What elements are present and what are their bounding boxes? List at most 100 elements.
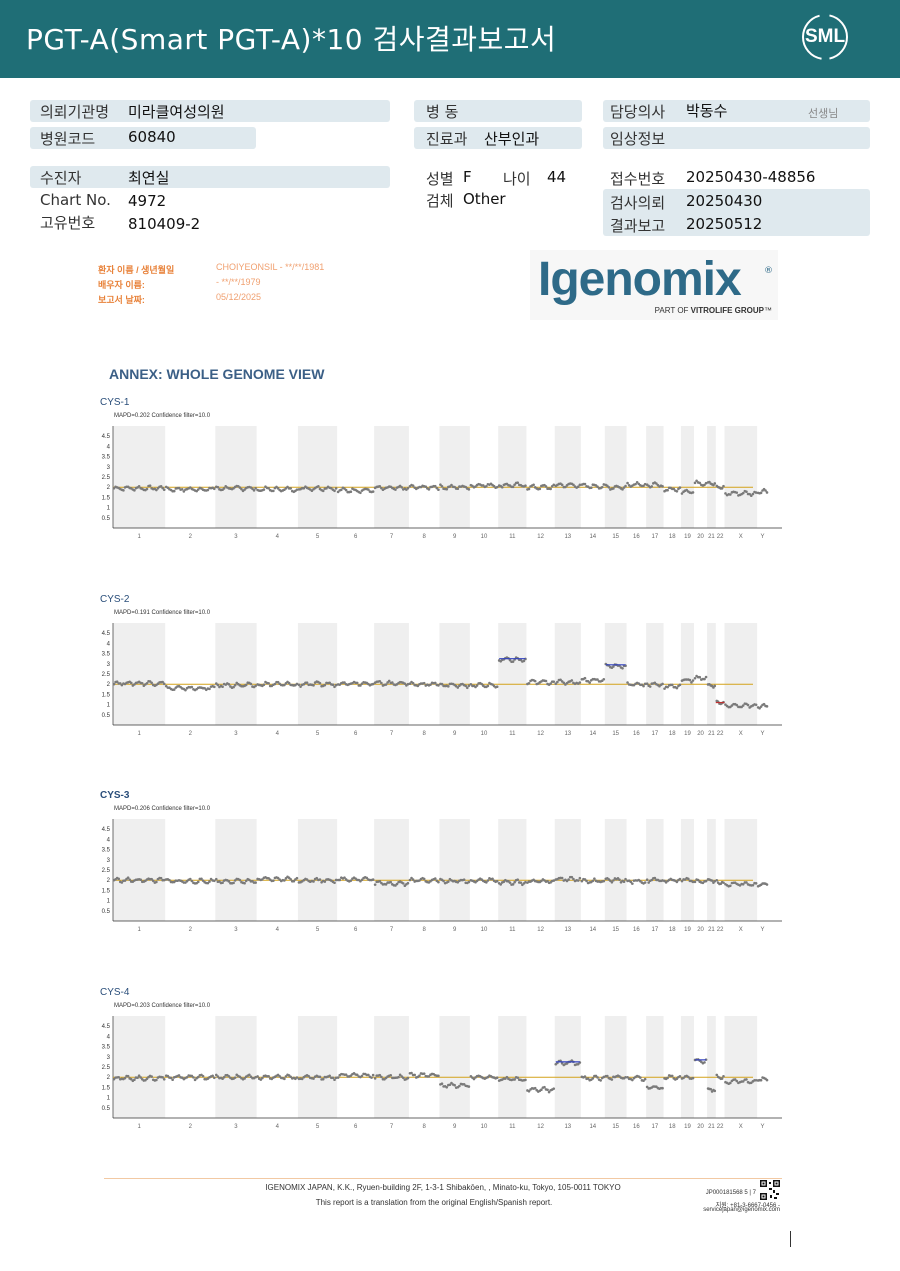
copy-number-point (389, 1073, 393, 1077)
copy-number-point (519, 881, 523, 884)
y-tick-label: 4 (107, 1034, 111, 1040)
copy-number-point (287, 681, 291, 685)
copy-number-point (691, 491, 695, 494)
chart-title-cys4: CYS-4 (100, 987, 130, 998)
copy-number-point (610, 881, 614, 884)
copy-number-point (408, 878, 412, 882)
copy-number-point (318, 1075, 322, 1079)
y-tick-label: 4.5 (102, 631, 111, 637)
copy-number-point (467, 880, 471, 884)
copy-number-point (552, 680, 556, 683)
copy-number-point (289, 1075, 292, 1079)
copy-number-point (751, 883, 755, 887)
copy-number-point (560, 483, 564, 487)
igenomix-logo: Igenomix ® PART OF VITROLIFE GROUP™ (530, 250, 778, 320)
copy-number-point (333, 1078, 336, 1082)
copy-number-point (516, 1076, 520, 1079)
copy-number-point (695, 479, 698, 483)
chromosome-label: 4 (276, 534, 280, 540)
lab-report-date-label: 보고서 날짜: (98, 295, 145, 305)
copy-number-point (754, 1078, 758, 1082)
chromosome-label: 17 (652, 1124, 659, 1130)
copy-number-point (618, 878, 621, 882)
chromosome-band (707, 1016, 716, 1118)
copy-number-point (367, 1073, 370, 1077)
chromosome-label: 9 (453, 534, 457, 540)
copy-number-point (559, 678, 562, 682)
copy-number-point (720, 1077, 724, 1080)
chromosome-label: X (739, 731, 743, 737)
copy-number-point (666, 685, 669, 689)
copy-number-point (495, 1076, 499, 1080)
copy-number-point (610, 1078, 614, 1081)
chromosome-label: 3 (234, 927, 238, 933)
doctor-suffix: 선생님 (808, 107, 839, 120)
copy-number-point (171, 1078, 174, 1081)
copy-number-point (720, 487, 724, 490)
copy-number-point (465, 686, 469, 690)
copy-number-point (513, 1078, 516, 1081)
chromosome-label: 18 (669, 927, 676, 933)
copy-number-point (703, 677, 706, 681)
copy-number-point (161, 680, 164, 684)
copy-number-point (754, 491, 758, 494)
copy-number-point (261, 878, 264, 881)
y-tick-label: 1 (107, 506, 111, 512)
copy-number-point (133, 1078, 136, 1081)
copy-number-point (232, 685, 235, 689)
copy-number-point (212, 685, 216, 689)
y-tick-label: 0.5 (102, 713, 111, 719)
copy-number-point (429, 683, 432, 686)
copy-number-point (323, 683, 327, 687)
copy-number-point (678, 1074, 682, 1078)
footer-doc-id: JP000181568 5 | 7 (705, 1190, 756, 1196)
chromosome-label: Y (761, 534, 765, 540)
copy-number-point (650, 485, 654, 488)
chromosome-label: 10 (481, 927, 488, 933)
copy-number-point (764, 489, 767, 492)
copy-number-point (715, 878, 719, 882)
copy-number-point (675, 489, 679, 493)
copy-number-point (331, 1076, 335, 1080)
copy-number-point (741, 491, 745, 495)
copy-number-point (724, 492, 727, 495)
copy-number-point (562, 681, 566, 685)
copy-number-point (591, 1077, 595, 1080)
clinical-label: 임상정보 (610, 130, 666, 148)
copy-number-point (516, 481, 520, 485)
copy-number-point (693, 676, 697, 680)
copy-number-point (155, 880, 158, 884)
copy-number-point (675, 880, 679, 884)
footer-email: servicejapan@igenomix.com (703, 1207, 780, 1213)
copy-number-point (155, 488, 158, 492)
copy-number-point (126, 1074, 130, 1078)
chromosome-band (297, 426, 338, 528)
copy-number-point (588, 681, 591, 684)
copy-number-point (161, 486, 164, 490)
copy-number-point (602, 1075, 606, 1079)
y-tick-label: 2.5 (102, 1065, 111, 1071)
copy-number-point (433, 681, 437, 685)
copy-number-point (195, 489, 198, 493)
copy-number-point (148, 484, 152, 487)
y-tick-label: 0.5 (102, 909, 111, 915)
copy-number-point (190, 685, 194, 689)
copy-number-point (462, 878, 466, 881)
chromosome-label: 21 (708, 534, 715, 540)
copy-number-point (371, 878, 375, 881)
chromosome-band (439, 819, 470, 921)
copy-number-point (643, 881, 647, 884)
copy-number-point (289, 878, 292, 881)
copy-number-point (136, 1076, 139, 1080)
copy-number-point (626, 481, 629, 485)
unique-id-label: 고유번호 (40, 214, 96, 232)
copy-number-point (391, 681, 394, 684)
copy-number-point (440, 485, 444, 488)
chromosome-band (724, 1016, 758, 1118)
igenomix-sub-b: VITROLIFE GROUP (690, 306, 764, 315)
chromosome-label: 19 (684, 927, 691, 933)
copy-number-point (254, 1075, 257, 1079)
igenomix-logo-sub: PART OF VITROLIFE GROUP™ (655, 306, 772, 315)
copy-number-point (318, 878, 322, 881)
copy-number-point (513, 880, 516, 884)
